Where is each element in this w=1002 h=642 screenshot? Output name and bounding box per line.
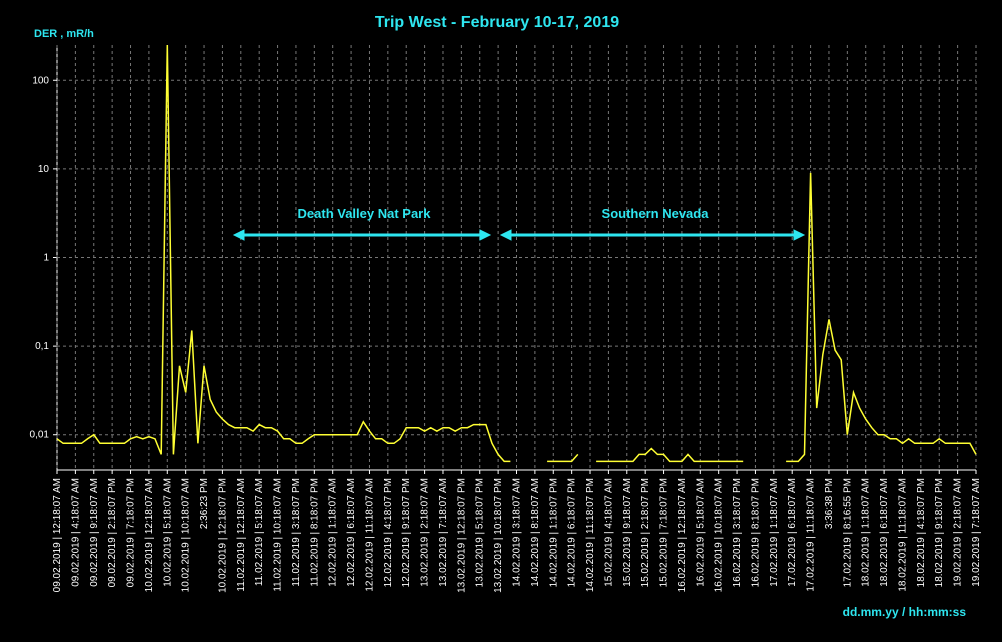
x-tick-label: 16.02.2019 | 10:18:07 AM (714, 478, 725, 592)
arrow-heads (232, 229, 492, 241)
x-tick-label: 13.02.2019 | 2:18:07 AM (420, 478, 431, 587)
x-tick-label: 13.02.2019 | 7:18:07 AM (438, 478, 449, 587)
x-tick-label: 12.02.2019 | 4:18:07 PM (383, 478, 394, 587)
x-axis-label: dd.mm.yy / hh:mm:ss (843, 605, 967, 619)
x-tick-label: 17.02.2019 | 6:18:07 AM (787, 478, 798, 587)
x-tick-label: 17.02.2019 | 1:18:07 AM (769, 478, 780, 587)
x-tick-label: 16.02.2019 | 3:18:07 PM (732, 478, 743, 587)
x-tick-label: 14.02.2019 | 8:18:07 AM (530, 478, 541, 587)
x-tick-label: 15.02.2019 | 4:18:07 AM (603, 478, 614, 587)
x-tick-label: 17.02.2019 | 11:18:07 AM (806, 478, 817, 592)
x-tick-label: 16.02.2019 | 8:18:07 PM (750, 478, 761, 587)
x-tick-label: 14.02.2019 | 3:18:07 AM (512, 478, 523, 587)
x-tick-label: 10.02.2019 | 5:18:07 AM (162, 478, 173, 587)
x-tick-label: 11.02.2019 | 12:18:07 AM (236, 478, 247, 592)
x-tick-label: 14.02.2019 | 6:18:07 PM (567, 478, 578, 587)
x-tick-label: 11.02.2019 | 10:18:07 AM (273, 478, 284, 592)
x-tick-label: 15.02.2019 | 7:18:07 PM (659, 478, 670, 587)
plot: 0,01 0,1 1 10 100 09.02.2019 | 12:18:07 AM 09.… (30, 44, 982, 593)
x-tick-label: 14.02.2019 | 1:18:07 PM (548, 478, 559, 587)
x-tick-label: 19.02.2019 | 2:18:07 AM (953, 478, 964, 587)
x-tick-label: 16.02.2019 | 12:18:07 AM (677, 478, 688, 592)
x-tick-label: 14.02.2019 | 11:18:07 PM (585, 478, 596, 592)
x-tick-label: 19.02.2019 | 7:18:07 AM (971, 478, 982, 587)
x-tick-label: 18.02.2019 | 11:18:07 AM (897, 478, 908, 592)
x-tick-label: 12.02.2019 | 9:18:07 PM (401, 478, 412, 587)
x-tick-label: 12.02.2019 | 1:18:07 AM (328, 478, 339, 587)
x-tick-label: 10.02.2019 | 12:18:07 AM (144, 478, 155, 592)
x-tick-label: 3:36:38 PM (824, 478, 835, 529)
data-line (56, 44, 977, 463)
x-tick-label: 09.02.2019 | 7:18:07 PM (126, 478, 137, 587)
y-tick-label: 1 (43, 253, 49, 264)
x-tick-label: 10.02.2019 | 10:18:07 AM (181, 478, 192, 592)
x-tick-label: 13.02.2019 | 12:18:07 PM (456, 478, 467, 593)
y-axis-label: DER , mR/h (34, 28, 94, 40)
x-tick-label: 09.02.2019 | 4:18:07 AM (70, 478, 81, 587)
x-tick-label: 09.02.2019 | 12:18:07 AM (52, 478, 63, 592)
x-tick-label: 18.02.2019 | 6:18:07 AM (879, 478, 890, 587)
annotation: Southern Nevada (602, 206, 710, 221)
y-tick-label: 0,1 (35, 341, 49, 352)
x-tick-label: 13.02.2019 | 10:18:07 PM (493, 478, 504, 593)
x-tick-label: 18.02.2019 | 4:18:07 PM (916, 478, 927, 587)
annotation: Death Valley Nat Park (298, 206, 432, 221)
x-tick-label: 15.02.2019 | 9:18:07 AM (622, 478, 633, 587)
x-tick-label: 11.02.2019 | 8:18:07 PM (309, 478, 320, 587)
x-tick-label: 11.02.2019 | 5:18:07 AM (254, 478, 265, 586)
x-tick-label: 12.02.2019 | 11:18:07 AM (364, 478, 375, 592)
x-tick-label: 09.02.2019 | 9:18:07 AM (89, 478, 100, 587)
x-tick-label: 12.02.2019 | 6:18:07 AM (346, 478, 357, 587)
x-tick-label: 10.02.2019 | 12:18:07 PM (217, 478, 228, 593)
x-tick-label: 17.02.2019 | 8:16:55 PM (842, 478, 853, 587)
x-tick-label: 15.02.2019 | 2:18:07 PM (640, 478, 651, 587)
annotation-arrows (232, 229, 806, 241)
y-tick-label: 100 (32, 75, 49, 86)
x-tick-label: 16.02.2019 | 5:18:07 AM (695, 478, 706, 587)
x-tick-label: 09.02.2019 | 2:18:07 PM (107, 478, 118, 587)
chart-title: Trip West - February 10-17, 2019 (375, 14, 619, 31)
x-tick-label: 18.02.2019 | 9:18:07 PM (934, 478, 945, 587)
x-tick-label: 2:36:23 PM (199, 478, 210, 529)
x-tick-label: 11.02.2019 | 3:18:07 PM (291, 478, 302, 587)
y-tick-label: 0,01 (30, 430, 50, 441)
arrow-heads (499, 229, 806, 241)
y-tick-label: 10 (38, 164, 50, 175)
x-tick-label: 13.02.2019 | 5:18:07 PM (475, 478, 486, 587)
x-tick-label: 18.02.2019 | 1:18:07 AM (861, 478, 872, 587)
